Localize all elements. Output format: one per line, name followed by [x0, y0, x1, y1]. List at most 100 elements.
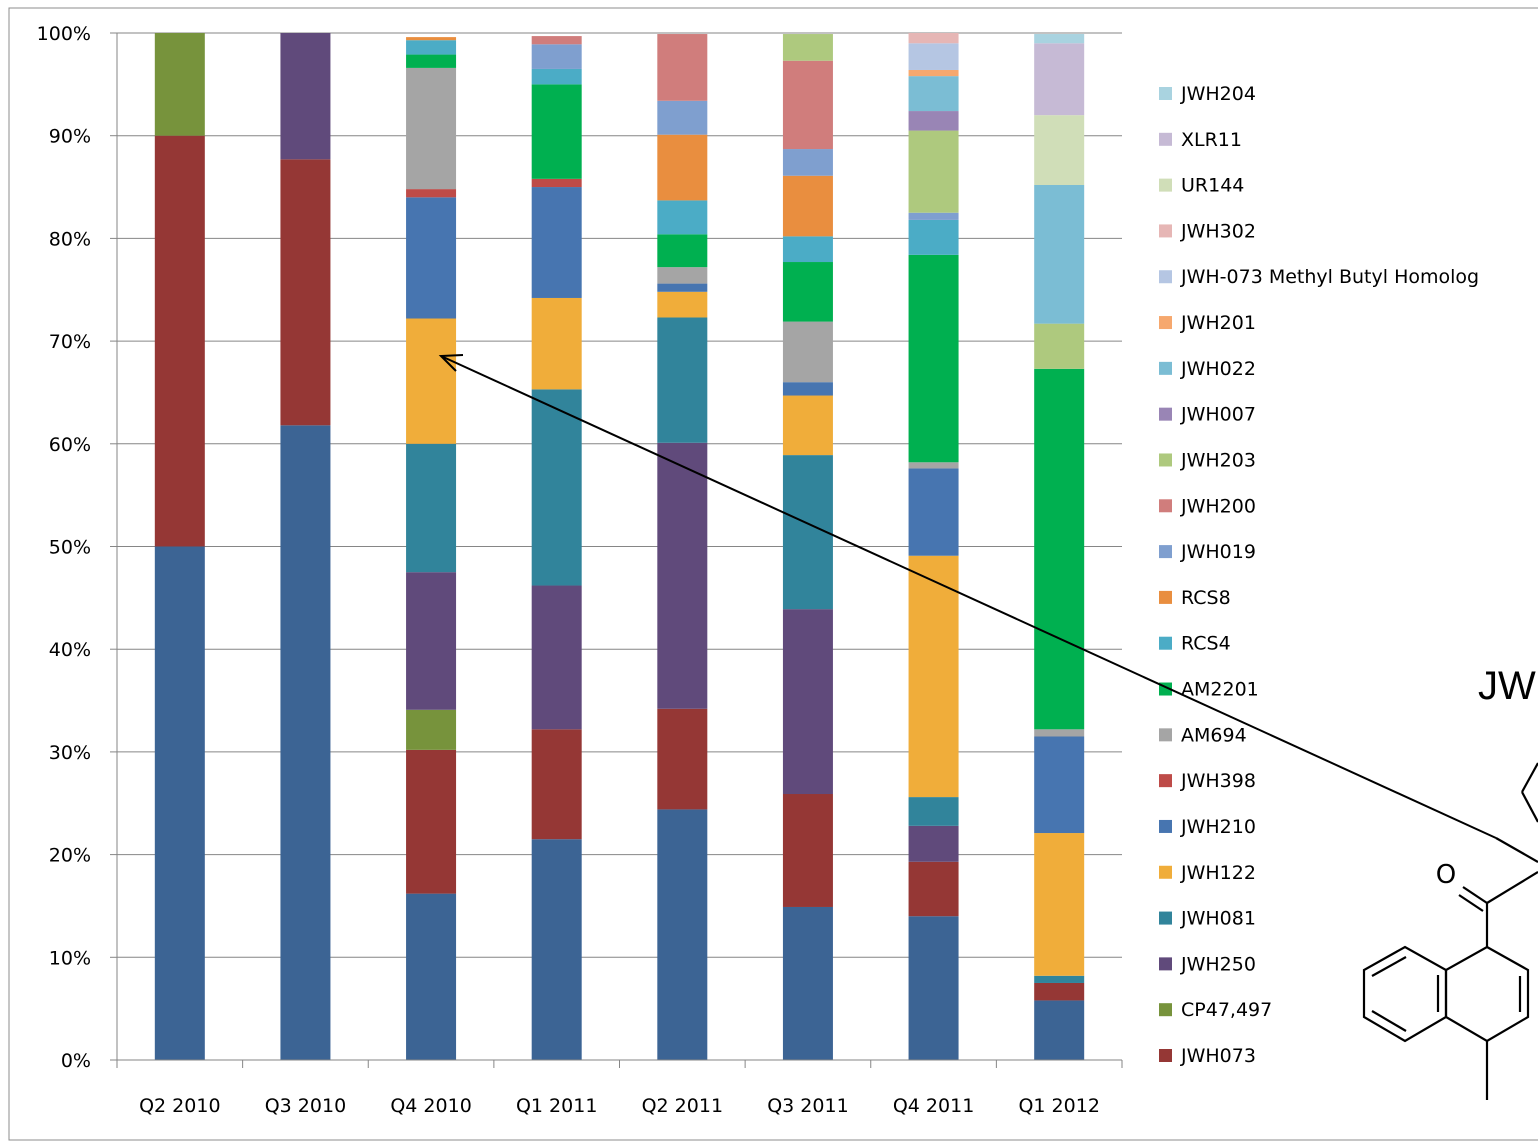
legend-label: JWH203: [1180, 449, 1256, 471]
bar-segment: [531, 585, 582, 730]
y-tick-label: 100%: [37, 23, 91, 45]
legend-swatch: [1159, 224, 1172, 238]
bar-segment: [531, 178, 582, 188]
bar-segment: [406, 749, 457, 894]
bar-segment: [782, 395, 833, 456]
legend-swatch: [1159, 728, 1172, 742]
bar-segment: [908, 69, 959, 77]
bar-segment: [406, 709, 457, 750]
bar-segment: [280, 159, 331, 426]
bar-segment: [908, 33, 959, 44]
legend-swatch: [1159, 453, 1172, 467]
legend-label: JWH007: [1180, 404, 1256, 426]
arrow-pointer: [438, 354, 1497, 839]
y-tick-label: 80%: [49, 228, 91, 250]
bar-segment: [280, 425, 331, 1061]
legend-label: JWH302: [1180, 220, 1256, 242]
oxygen-label: O: [1436, 860, 1456, 890]
legend-swatch: [1159, 270, 1172, 284]
legend-swatch: [1159, 316, 1172, 330]
bar-segment: [657, 100, 708, 135]
legend-label: JWH250: [1180, 953, 1256, 975]
legend-label: UR144: [1181, 175, 1244, 197]
bar-segment: [531, 839, 582, 1060]
legend-swatch: [1159, 407, 1172, 421]
bar-segment: [406, 54, 457, 68]
bar-segment: [908, 76, 959, 112]
bar-segment: [406, 572, 457, 710]
legend-label: RCS8: [1181, 587, 1231, 609]
x-tick-label: Q3 2011: [767, 1095, 848, 1117]
bar-segment: [1034, 1000, 1085, 1060]
bar-segment: [406, 443, 457, 573]
bars: [154, 33, 1085, 1061]
legend-swatch: [1159, 590, 1172, 604]
molecule-structure: [1362, 762, 1538, 1100]
bar-segment: [657, 34, 708, 101]
legend-label: JWH200: [1180, 495, 1256, 517]
legend-label: JWH073: [1180, 1045, 1256, 1067]
bar-segment: [782, 175, 833, 237]
bar-segment: [782, 321, 833, 383]
legend-label: JWH398: [1180, 770, 1256, 792]
bar-segment: [1034, 323, 1085, 369]
legend-label: JWH201: [1180, 312, 1256, 334]
bar-segment: [531, 84, 582, 179]
bar-segment: [1034, 368, 1085, 730]
bar-segment: [657, 134, 708, 201]
bar-segment: [908, 219, 959, 255]
bar-segment: [1034, 115, 1085, 185]
bar-segment: [406, 67, 457, 190]
bar-segment: [657, 267, 708, 284]
legend-label: JWH204: [1180, 83, 1256, 105]
legend-swatch: [1159, 911, 1172, 925]
legend-label: XLR11: [1181, 129, 1242, 151]
bar-segment: [1034, 975, 1085, 983]
x-tick-label: Q1 2012: [1018, 1095, 1099, 1117]
bar-segment: [657, 234, 708, 268]
bar-segment: [657, 809, 708, 1060]
bar-segment: [1034, 34, 1085, 44]
legend-swatch: [1159, 545, 1172, 559]
bar-segment: [782, 382, 833, 396]
bar-segment: [406, 197, 457, 319]
bar-segment: [531, 297, 582, 390]
bar-segment: [908, 212, 959, 220]
bar-segment: [657, 200, 708, 235]
bar-segment: [782, 60, 833, 150]
legend-swatch: [1159, 819, 1172, 833]
bar-segment: [782, 262, 833, 322]
plot-border: [8, 7, 1538, 1141]
legend-swatch: [1159, 1003, 1172, 1017]
legend-swatch: [1159, 178, 1172, 192]
structure-label: JW: [1478, 664, 1536, 708]
bar-segment: [782, 906, 833, 1060]
axes: [110, 32, 1123, 1068]
legend-swatch: [1159, 132, 1172, 146]
legend: JWH204 XLR11 UR144 JWH302 JWH-073 Methyl But…: [1159, 83, 1479, 1067]
bar-segment: [1034, 729, 1085, 737]
x-tick-labels: Q2 2010 Q3 2010 Q4 2010 Q1 2011 Q2 2011 Q3 20…: [139, 1095, 1100, 1117]
bar-segment: [154, 546, 205, 1060]
bar-segment: [531, 44, 582, 69]
y-tick-label: 0%: [61, 1050, 91, 1072]
bar-segment: [908, 468, 959, 556]
legend-label: JWH210: [1180, 816, 1256, 838]
bar-segment: [280, 33, 331, 160]
legend-label: JWH122: [1180, 862, 1256, 884]
bar-segment: [782, 149, 833, 176]
legend-label: CP47,497: [1181, 999, 1272, 1021]
x-tick-label: Q1 2011: [516, 1095, 597, 1117]
legend-swatch: [1159, 865, 1172, 879]
bar-segment: [154, 33, 205, 136]
bar-segment: [657, 708, 708, 810]
y-tick-label: 60%: [49, 434, 91, 456]
bar-segment: [782, 236, 833, 263]
y-tick-label: 30%: [49, 742, 91, 764]
bar-segment: [531, 68, 582, 85]
bar-segment: [908, 861, 959, 917]
legend-label: JWH-073 Methyl Butyl Homolog: [1180, 266, 1479, 288]
bar-segment: [406, 37, 457, 41]
bar-segment: [1034, 982, 1085, 1001]
y-tick-label: 20%: [49, 845, 91, 867]
